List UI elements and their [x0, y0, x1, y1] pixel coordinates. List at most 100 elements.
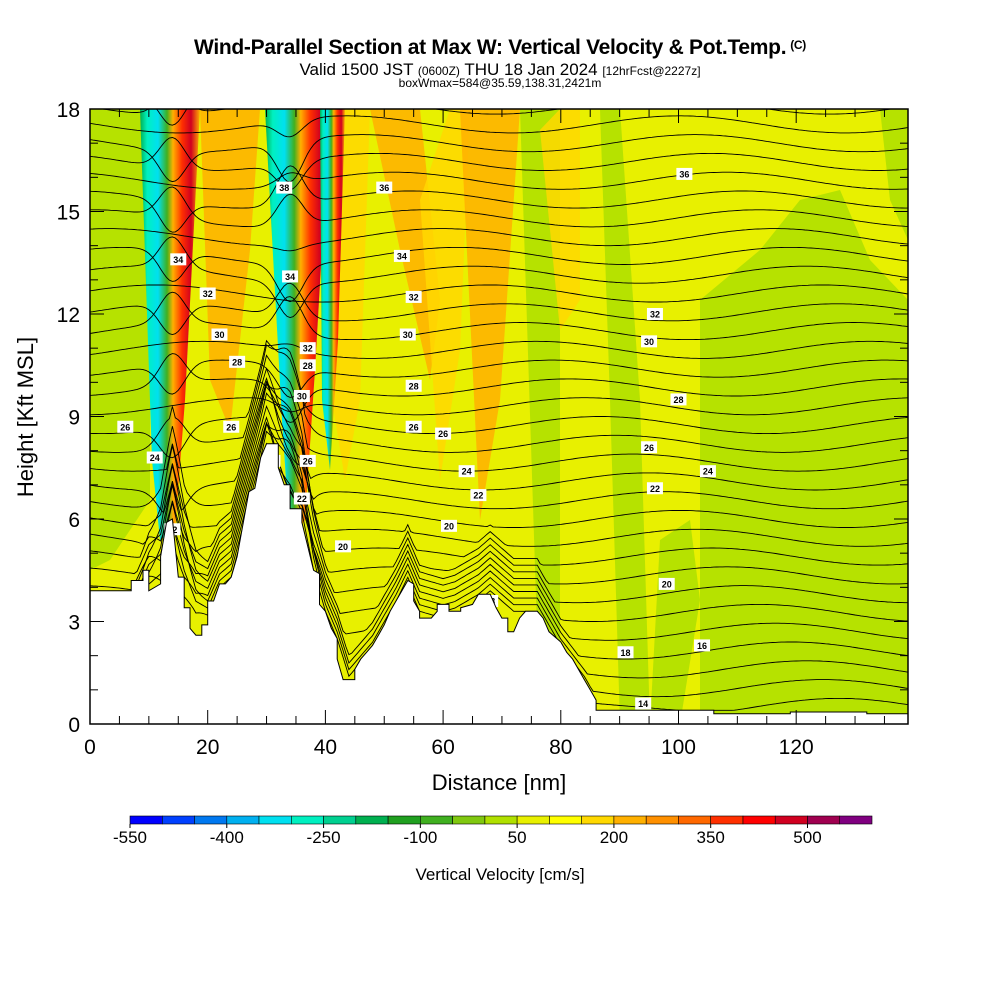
colorbar-swatch [452, 815, 486, 825]
theta-contour-line [90, 380, 908, 528]
theta-contour-label: 32 [409, 292, 419, 302]
colorbar-swatch [678, 815, 712, 825]
theta-label-bg [635, 697, 652, 710]
colorbar-swatch [613, 815, 647, 825]
theta-contour-line [90, 442, 908, 711]
colorbar-swatch [129, 815, 163, 825]
colorbar-swatch [419, 815, 453, 825]
theta-contour-label: 20 [444, 521, 454, 531]
x-tick-label: 80 [549, 736, 572, 759]
terrain-mask [90, 443, 908, 724]
theta-contour-label: 30 [214, 330, 224, 340]
theta-label-bg [229, 355, 246, 368]
vv-draft-streak [140, 109, 200, 540]
vv-draft-streak [265, 109, 330, 540]
theta-label-bg [299, 454, 316, 467]
x-tick-label: 40 [314, 736, 337, 759]
colorbar-tick-label: -100 [403, 828, 437, 847]
theta-contour-line [90, 423, 908, 679]
theta-contour-label: 24 [703, 467, 713, 477]
y-tick-label: 12 [57, 304, 80, 327]
colorbar-swatch [645, 815, 679, 825]
theta-contour-line [90, 380, 908, 553]
x-tick-label: 0 [84, 736, 96, 759]
x-tick-label: 120 [779, 736, 814, 759]
theta-contour-line [90, 404, 908, 604]
theta-label-bg [641, 335, 658, 348]
y-tick-label: 6 [68, 509, 80, 532]
theta-contour-label: 22 [650, 484, 660, 494]
theta-contour-label: 20 [662, 579, 672, 589]
theta-label-bg [405, 290, 422, 303]
theta-contour-line [90, 137, 908, 191]
colorbar-swatch [162, 815, 195, 825]
theta-contour-line [90, 383, 908, 566]
theta-contour-line [90, 353, 908, 423]
theta-contour-line [90, 416, 908, 622]
theta-contour-line [90, 165, 908, 233]
theta-contour-label: 34 [173, 255, 183, 265]
colorbar-tick-label: 350 [697, 828, 725, 847]
theta-label-bg [435, 427, 452, 440]
theta-contour-line [90, 376, 908, 510]
theta-contour-label: 24 [150, 453, 160, 463]
theta-contour-label: 26 [644, 443, 654, 453]
theta-contour-label: 24 [462, 467, 472, 477]
theta-label-bg [299, 359, 316, 372]
theta-label-bg [694, 639, 711, 652]
theta-contour-label: 36 [379, 183, 389, 193]
theta-contour-line [90, 344, 908, 453]
theta-label-bg [276, 181, 293, 194]
x-tick-label: 20 [196, 736, 219, 759]
colorbar-swatch [226, 815, 260, 825]
theta-contour-label: 28 [232, 357, 242, 367]
theta-label-bg [293, 390, 310, 402]
theta-contour-label: 22 [473, 491, 483, 501]
chart-box-info: boxWmax=584@35.59,138.31,2421m [398, 76, 602, 90]
vv-region-weak [650, 520, 700, 724]
theta-contour-label: 32 [203, 289, 213, 299]
x-axis-label: Distance [nm] [432, 770, 567, 795]
theta-contour-line [90, 246, 908, 303]
theta-label-bg [376, 181, 393, 194]
theta-contour-line [90, 421, 908, 641]
theta-contour-line [90, 339, 908, 459]
theta-contour-label: 30 [644, 337, 654, 347]
colorbar-swatch [323, 815, 357, 825]
y-tick-label: 9 [68, 407, 80, 430]
chart-title: Wind-Parallel Section at Max W: Vertical… [194, 36, 806, 59]
theta-contour-line [90, 282, 908, 335]
y-tick-label: 3 [68, 612, 80, 635]
vv-region-weak [90, 109, 150, 570]
theta-contour-line [90, 186, 908, 228]
theta-contour-line [90, 236, 908, 318]
theta-contour-label: 14 [638, 699, 648, 709]
theta-contour-line [90, 359, 908, 398]
theta-contour-label: 16 [697, 641, 707, 651]
theta-label-bg [646, 308, 663, 320]
vv-region-weak [600, 109, 650, 724]
theta-contour-line [90, 421, 908, 660]
theta-contour-label: 32 [303, 344, 313, 354]
theta-label-bg [146, 451, 163, 464]
theta-label-bg [458, 465, 475, 478]
theta-contour-line [90, 392, 908, 585]
chart-subtitle: Valid 1500 JST (0600Z) THU 18 Jan 2024 [… [299, 60, 701, 79]
theta-contour-label: 26 [226, 422, 236, 432]
theta-contour-line [90, 115, 908, 138]
theta-label-bg [440, 519, 457, 532]
theta-label-bg [399, 328, 416, 341]
theta-contour-label: 26 [303, 456, 313, 466]
colorbar-swatch [742, 815, 776, 825]
y-tick-label: 18 [57, 99, 80, 122]
vv-region-weak [700, 190, 908, 724]
theta-label-bg [617, 646, 634, 659]
vv-region-moderate [540, 109, 580, 330]
theta-label-bg [646, 482, 663, 495]
colorbar-swatch [549, 815, 583, 825]
theta-contour-line [90, 430, 908, 698]
colorbar-swatch [774, 815, 808, 825]
colorbar-swatch [710, 815, 744, 825]
theta-label-bg [670, 393, 687, 406]
